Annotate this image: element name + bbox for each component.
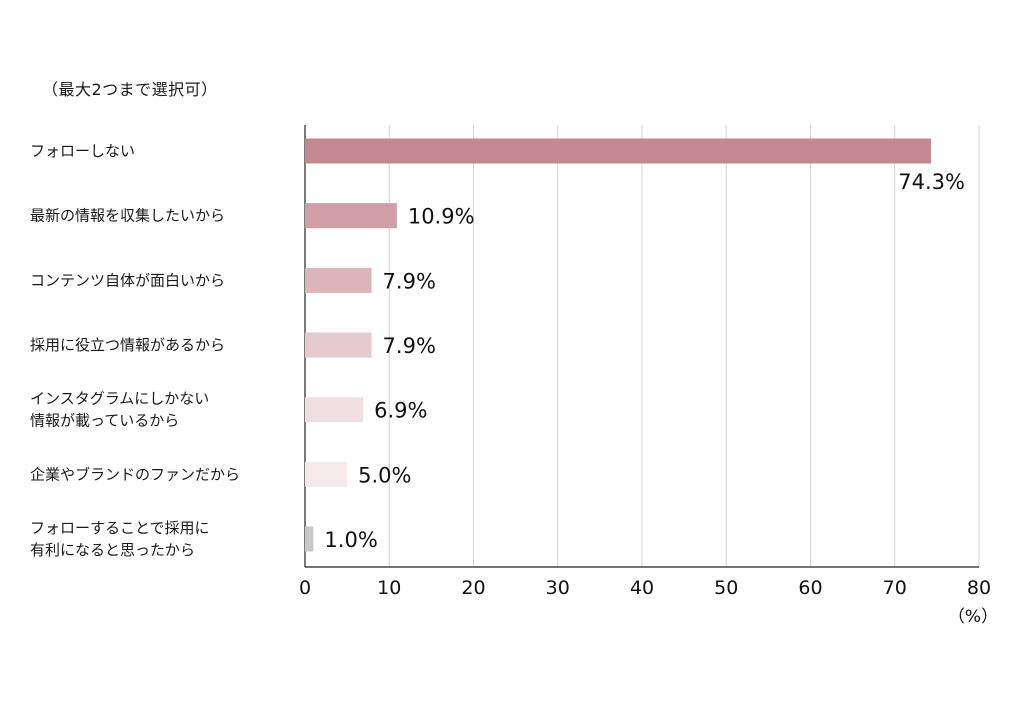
bar [305,332,372,358]
x-tick-label: 0 [299,577,311,599]
selection-note: （最大2つまで選択可） [42,80,218,99]
bar [305,397,364,423]
category-label: フォローすることで採用に [30,519,210,537]
x-tick-label: 30 [546,577,570,599]
x-tick-label: 70 [883,577,907,599]
category-label: 最新の情報を収集したいから [30,207,225,225]
x-tick-label: 40 [630,577,654,599]
x-tick-label: 60 [798,577,822,599]
bar [305,526,314,552]
category-label: フォローしない [30,142,135,160]
value-label: 74.3% [898,170,965,194]
x-tick-label: 10 [377,577,401,599]
category-label: 有利になると思ったから [30,541,195,559]
category-label: 採用に役立つ情報があるから [30,336,225,354]
x-tick-label: 50 [714,577,738,599]
bar [305,461,348,487]
value-label: 1.0% [324,528,377,552]
bar [305,267,372,293]
value-label: 10.9% [408,205,475,229]
category-label: インスタグラムにしかない [30,390,209,408]
category-label: コンテンツ自体が面白いから [30,271,225,289]
x-tick-label: 20 [461,577,485,599]
x-tick-label: 80 [967,577,991,599]
bar [305,138,931,164]
value-label: 7.9% [383,269,436,293]
value-label: 7.9% [383,334,436,358]
x-axis-unit-label: （%） [948,607,998,627]
category-label: 企業やブランドのファンだから [30,465,240,483]
bar [305,203,397,229]
value-label: 5.0% [358,463,411,487]
value-label: 6.9% [374,399,427,423]
category-label: 情報が載っているから [30,412,179,430]
